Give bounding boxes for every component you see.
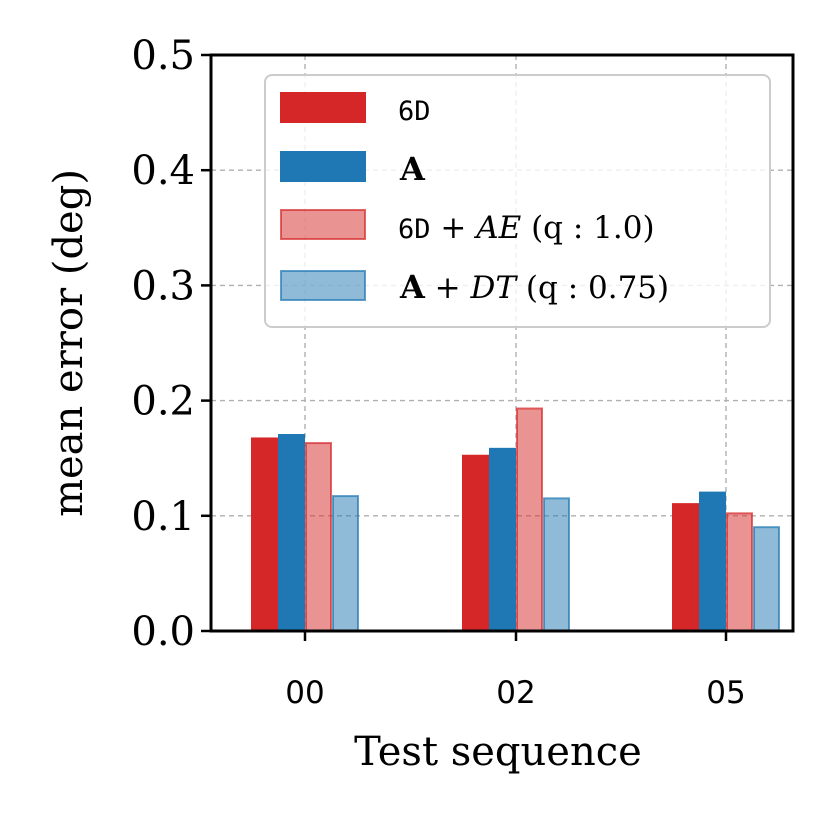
x-axis-label: Test sequence <box>354 729 642 775</box>
bar-6d-00 <box>251 437 278 631</box>
x-tick-label: 05 <box>706 675 745 711</box>
x-axis-ticks: 00 02 05 <box>285 631 746 711</box>
y-tick-label: 0.4 <box>131 148 195 194</box>
x-tick-label: 00 <box>285 675 324 711</box>
legend-label-a: A <box>399 150 426 188</box>
y-tick-label: 0.2 <box>131 379 195 425</box>
bar-a-02 <box>489 447 516 631</box>
bar-6d-02 <box>462 454 489 631</box>
bar-6d-ae-q-1-0-02 <box>516 407 543 632</box>
legend: 6D A 6D + AE (q : 1.0) A + DT (q : 0.75) <box>264 74 771 328</box>
legend-swatch-a <box>280 151 366 182</box>
y-tick-label: 0.0 <box>131 609 195 655</box>
bar-6d-ae-q-1-0-00 <box>305 442 332 632</box>
legend-label-a-dt: A + DT (q : 0.75) <box>399 268 669 306</box>
y-tick-label: 0.5 <box>131 33 195 79</box>
plot-frame <box>209 53 795 633</box>
x-tick-label: 02 <box>496 675 535 711</box>
bar-6d-05 <box>672 503 699 631</box>
bar-6d-ae-q-1-0-05 <box>726 512 753 632</box>
legend-swatch-a-dt <box>280 270 366 301</box>
bar-a-dt-q-0-75-05 <box>753 526 780 633</box>
bar-a-05 <box>699 491 726 631</box>
bar-a-dt-q-0-75-00 <box>332 495 359 632</box>
y-tick-label: 0.1 <box>131 494 195 540</box>
y-axis-ticks: 0.0 0.1 0.2 0.3 0.4 0.5 <box>131 33 211 655</box>
legend-label-6d: 6D <box>398 96 431 127</box>
bar-a-dt-q-0-75-02 <box>543 497 570 633</box>
legend-swatch-6d-ae <box>280 209 366 240</box>
legend-box <box>264 74 771 328</box>
legend-swatch-6d <box>280 92 366 123</box>
legend-label-6d-ae: 6D + AE (q : 1.0) <box>398 210 655 246</box>
y-tick-label: 0.3 <box>131 263 195 309</box>
bars <box>251 407 780 633</box>
y-axis-label: mean error (deg) <box>46 169 92 517</box>
bar-a-00 <box>278 434 305 631</box>
